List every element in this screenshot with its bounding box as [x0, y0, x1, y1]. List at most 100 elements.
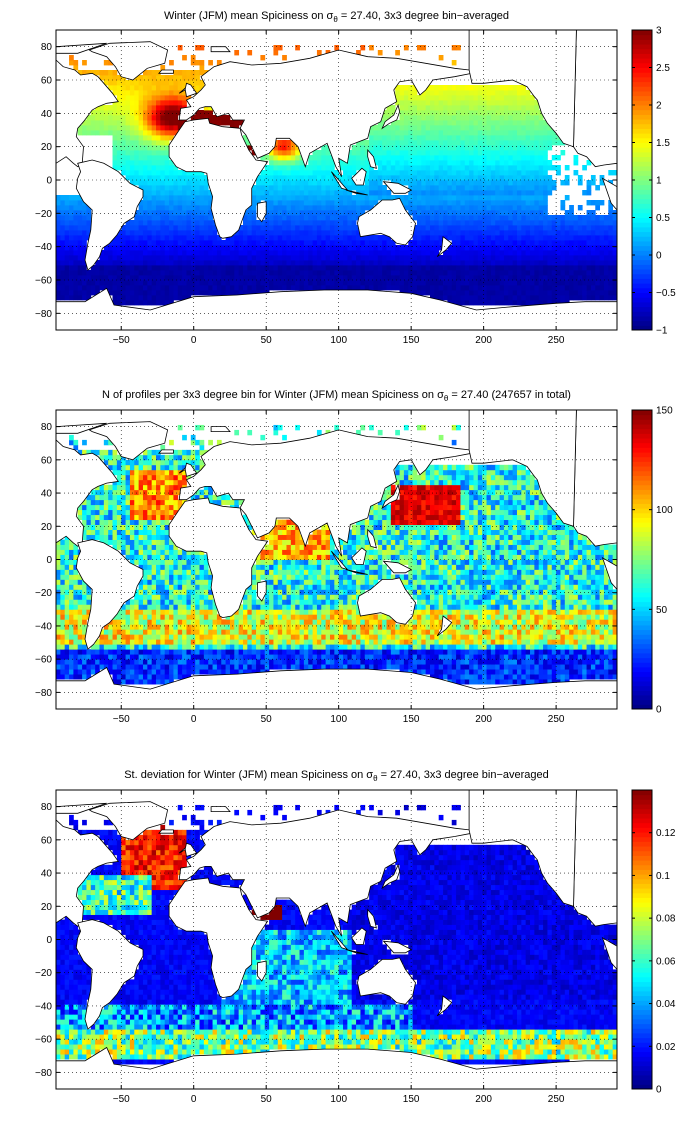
heatmap-cell	[538, 160, 544, 166]
heatmap-cell	[447, 270, 453, 276]
heatmap-cell	[77, 275, 83, 281]
heatmap-cell	[86, 504, 92, 511]
heatmap-cell	[125, 519, 131, 526]
heatmap-cell	[212, 270, 218, 276]
heatmap-cell	[60, 235, 66, 241]
heatmap-cell	[482, 165, 487, 171]
heatmap-cell	[564, 295, 570, 301]
heatmap-cell	[534, 155, 540, 161]
heatmap-cell	[312, 225, 318, 231]
heatmap-cell	[412, 215, 418, 221]
heatmap-cell	[495, 120, 500, 126]
heatmap-cell	[95, 110, 100, 116]
heatmap-cell	[277, 265, 283, 271]
heatmap-cell	[103, 504, 109, 511]
heatmap-cell	[125, 514, 131, 521]
heatmap-cell	[286, 260, 292, 266]
heatmap-cell	[69, 589, 74, 595]
heatmap-cell	[438, 195, 444, 201]
coastline-18	[56, 42, 107, 54]
heatmap-cell	[90, 499, 96, 506]
heatmap-cell	[425, 170, 431, 176]
heatmap-cell	[582, 165, 587, 171]
heatmap-cell	[134, 240, 140, 246]
heatmap-cell	[69, 230, 74, 236]
heatmap-cell	[277, 195, 283, 201]
heatmap-cell	[608, 210, 614, 216]
heatmap-cell	[260, 250, 266, 256]
heatmap-cell	[516, 135, 522, 141]
heatmap-cell	[299, 180, 305, 186]
heatmap-cell	[82, 295, 87, 301]
heatmap-cell	[138, 679, 144, 685]
heatmap-cell	[443, 175, 448, 181]
heatmap-cell	[516, 175, 522, 181]
heatmap-cell	[425, 190, 431, 196]
heatmap-cell	[164, 245, 170, 251]
heatmap-cell	[160, 95, 166, 101]
heatmap-cell	[64, 260, 70, 266]
heatmap-cell	[351, 185, 357, 191]
heatmap-cell	[490, 210, 496, 216]
heatmap-cell	[530, 270, 535, 276]
heatmap-cell	[521, 90, 527, 96]
heatmap-cell	[334, 245, 340, 251]
heatmap-cell	[512, 190, 518, 196]
heatmap-cell	[551, 140, 557, 146]
heatmap-cell	[512, 145, 518, 151]
heatmap-cell	[525, 160, 531, 166]
heatmap-cell	[147, 609, 153, 615]
heatmap-cell	[112, 629, 118, 635]
heatmap-cell	[490, 150, 496, 156]
heatmap-cell	[503, 255, 509, 261]
heatmap-cell	[182, 200, 187, 206]
heatmap-cell	[412, 180, 418, 186]
heatmap-cell	[129, 484, 135, 491]
heatmap-cell	[160, 544, 166, 550]
heatmap-cell	[299, 225, 305, 231]
heatmap-cell	[177, 280, 183, 286]
heatmap-cell	[599, 265, 605, 271]
heatmap-cell	[421, 260, 427, 266]
heatmap-cell	[125, 489, 131, 496]
heatmap-cell	[82, 629, 87, 635]
heatmap-cell	[351, 200, 357, 206]
colorbar-segment	[632, 189, 652, 195]
heatmap-cell	[90, 125, 96, 131]
heatmap-cell	[377, 125, 383, 131]
heatmap-cell	[486, 235, 492, 241]
heatmap-cell	[343, 215, 348, 221]
heatmap-cell	[156, 544, 161, 550]
heatmap-cell	[321, 195, 327, 201]
heatmap-cell	[482, 215, 487, 221]
heatmap-cell	[464, 190, 470, 196]
heatmap-cell	[425, 100, 431, 106]
heatmap-cell	[173, 220, 179, 226]
heatmap-cell	[177, 245, 183, 251]
heatmap-cell	[90, 275, 96, 281]
heatmap-cell	[421, 145, 427, 151]
heatmap-cell	[356, 140, 361, 146]
heatmap-cell	[425, 205, 431, 211]
heatmap-cell	[412, 160, 418, 166]
heatmap-cell	[447, 170, 453, 176]
heatmap-cell	[482, 275, 487, 281]
heatmap-cell	[103, 494, 109, 501]
y-tick-label: −40	[35, 242, 52, 253]
heatmap-cell	[112, 544, 118, 550]
colorbar-segment	[632, 151, 652, 158]
heatmap-cell	[312, 160, 318, 166]
heatmap-cell	[538, 115, 544, 121]
heatmap-cell	[456, 190, 461, 196]
heatmap-cell	[386, 170, 392, 176]
heatmap-cell	[129, 504, 135, 511]
heatmap-cell	[421, 180, 427, 186]
heatmap-cell	[386, 110, 392, 116]
heatmap-cell	[512, 115, 518, 121]
heatmap-cell	[56, 604, 61, 610]
heatmap-cell	[438, 100, 444, 106]
heatmap-cell	[503, 200, 509, 206]
heatmap-cell	[273, 245, 279, 251]
heatmap-cell	[334, 200, 340, 206]
heatmap-cell	[469, 125, 474, 131]
